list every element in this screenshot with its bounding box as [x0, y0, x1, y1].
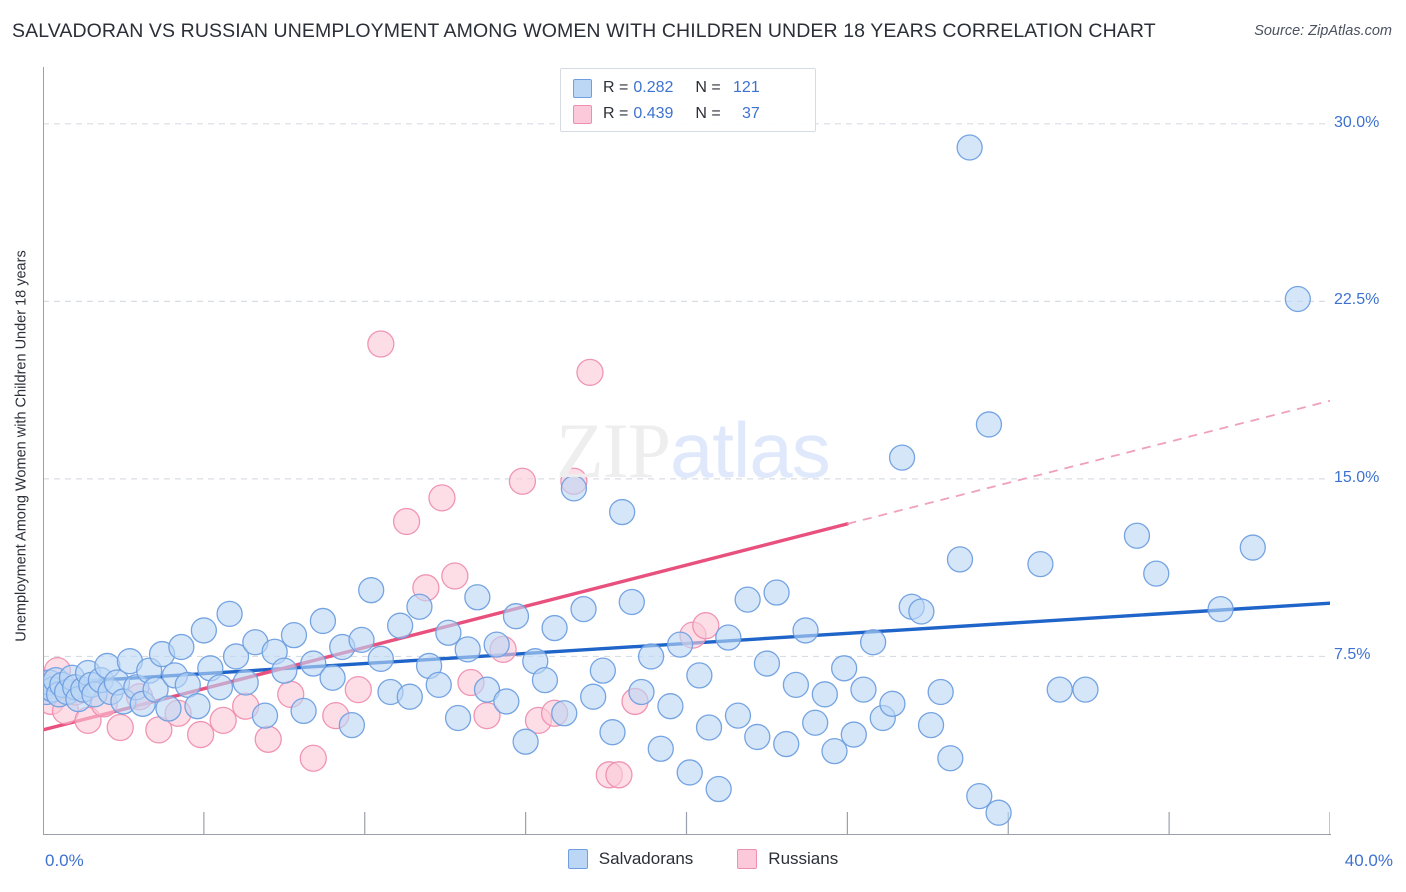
series-legend: Salvadorans Russians [0, 849, 1406, 869]
y-axis-line [43, 67, 44, 834]
y-axis-tick-label: 22.5% [1334, 291, 1380, 309]
legend-swatch-salvadorans-bottom [567, 849, 588, 869]
y-axis-tick-label: 7.5% [1334, 646, 1371, 664]
page-title: SALVADORAN VS RUSSIAN UNEMPLOYMENT AMONG… [12, 20, 1156, 42]
legend-swatch-russians [573, 104, 592, 124]
legend-swatch-salvadorans [573, 78, 592, 98]
n-label-russians: N = [695, 105, 721, 122]
r-value-russians: 0.439 [633, 105, 674, 122]
x-axis-min-label: 0.0% [45, 851, 84, 870]
n-value-salvadorans: 121 [733, 79, 760, 96]
correlation-stats-legend: R = 0.282 N = 121 R = 0.439 N = 37 [560, 68, 816, 132]
legend-item-russians[interactable]: Russians [737, 849, 838, 869]
r-label-salvadorans: R = [603, 79, 629, 96]
data-points-russians [43, 330, 720, 789]
legend-label-salvadorans: Salvadorans [598, 849, 694, 868]
source-label: Source: ZipAtlas.com [1254, 23, 1392, 39]
y-axis-tick-label: 30.0% [1334, 113, 1380, 131]
legend-label-russians: Russians [768, 849, 839, 868]
watermark-atlas: atlas [670, 406, 831, 494]
gridlines [43, 123, 1330, 658]
y-axis-title-text: Unemployment Among Women with Children U… [14, 250, 31, 642]
stats-row-salvadorans: R = 0.282 N = 121 [573, 75, 805, 101]
scatter-plot-area [43, 67, 1330, 834]
zipatlas-watermark: ZIPatlas [556, 405, 831, 496]
watermark-zip: ZIP [556, 407, 671, 494]
legend-swatch-russians-bottom [737, 849, 758, 869]
x-axis-max-label: 40.0% [1344, 851, 1393, 870]
stats-row-russians: R = 0.439 N = 37 [573, 101, 805, 127]
n-label-salvadorans: N = [695, 79, 721, 96]
legend-item-salvadorans[interactable]: Salvadorans [567, 849, 694, 869]
y-axis-tick-label: 15.0% [1334, 468, 1380, 486]
x-axis-ticks [203, 812, 1330, 834]
x-axis-line [43, 834, 1331, 835]
plot-svg [43, 123, 1330, 834]
r-value-salvadorans: 0.282 [633, 79, 674, 96]
r-label-russians: R = [603, 105, 629, 122]
y-axis-title: Unemployment Among Women with Children U… [10, 0, 34, 892]
n-value-russians: 37 [741, 105, 760, 122]
data-points-salvadorans [43, 134, 1311, 826]
